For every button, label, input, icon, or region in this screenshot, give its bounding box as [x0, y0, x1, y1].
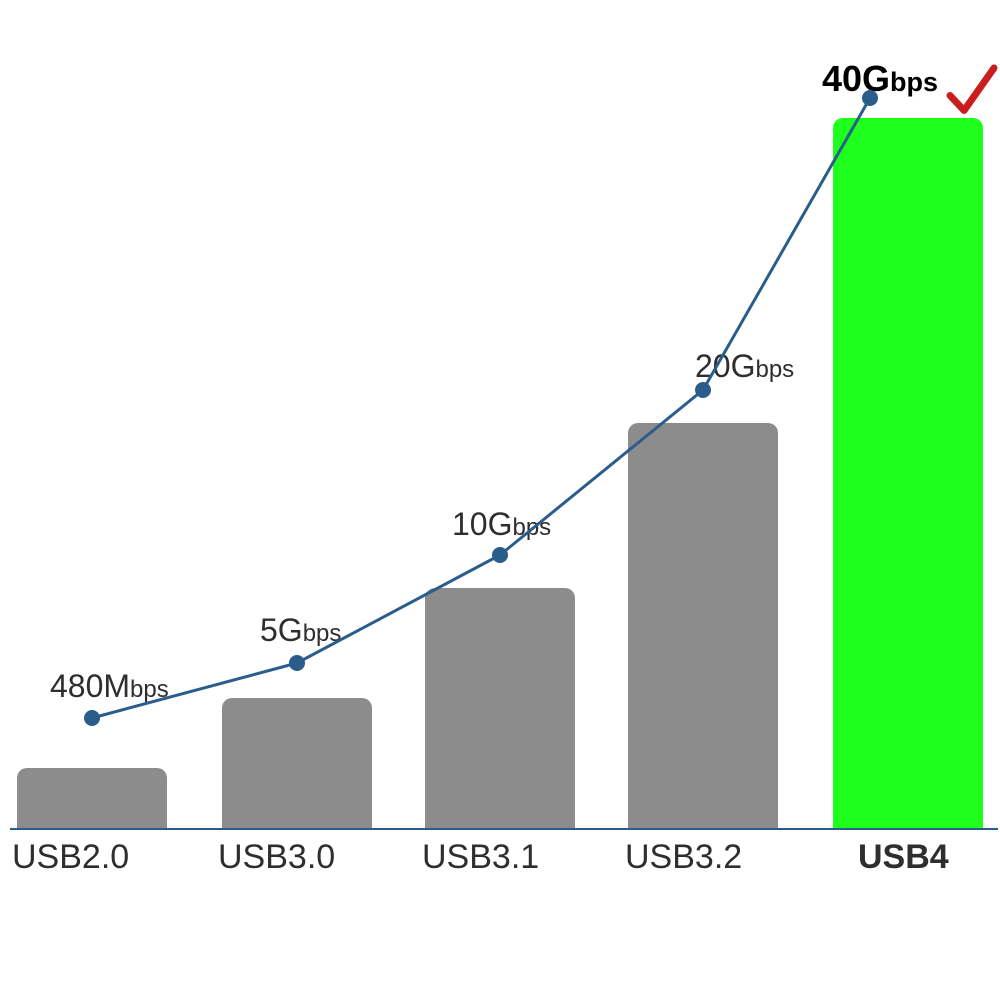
- usb-speed-chart: 480MbpsUSB2.05GbpsUSB3.010GbpsUSB3.120Gb…: [0, 0, 1000, 1000]
- marker-0: [84, 710, 100, 726]
- checkmark-icon: [950, 68, 994, 111]
- trend-line: [92, 98, 870, 718]
- marker-2: [492, 547, 508, 563]
- line-overlay: [0, 0, 1000, 1000]
- marker-1: [289, 655, 305, 671]
- marker-4: [862, 90, 878, 106]
- marker-3: [695, 382, 711, 398]
